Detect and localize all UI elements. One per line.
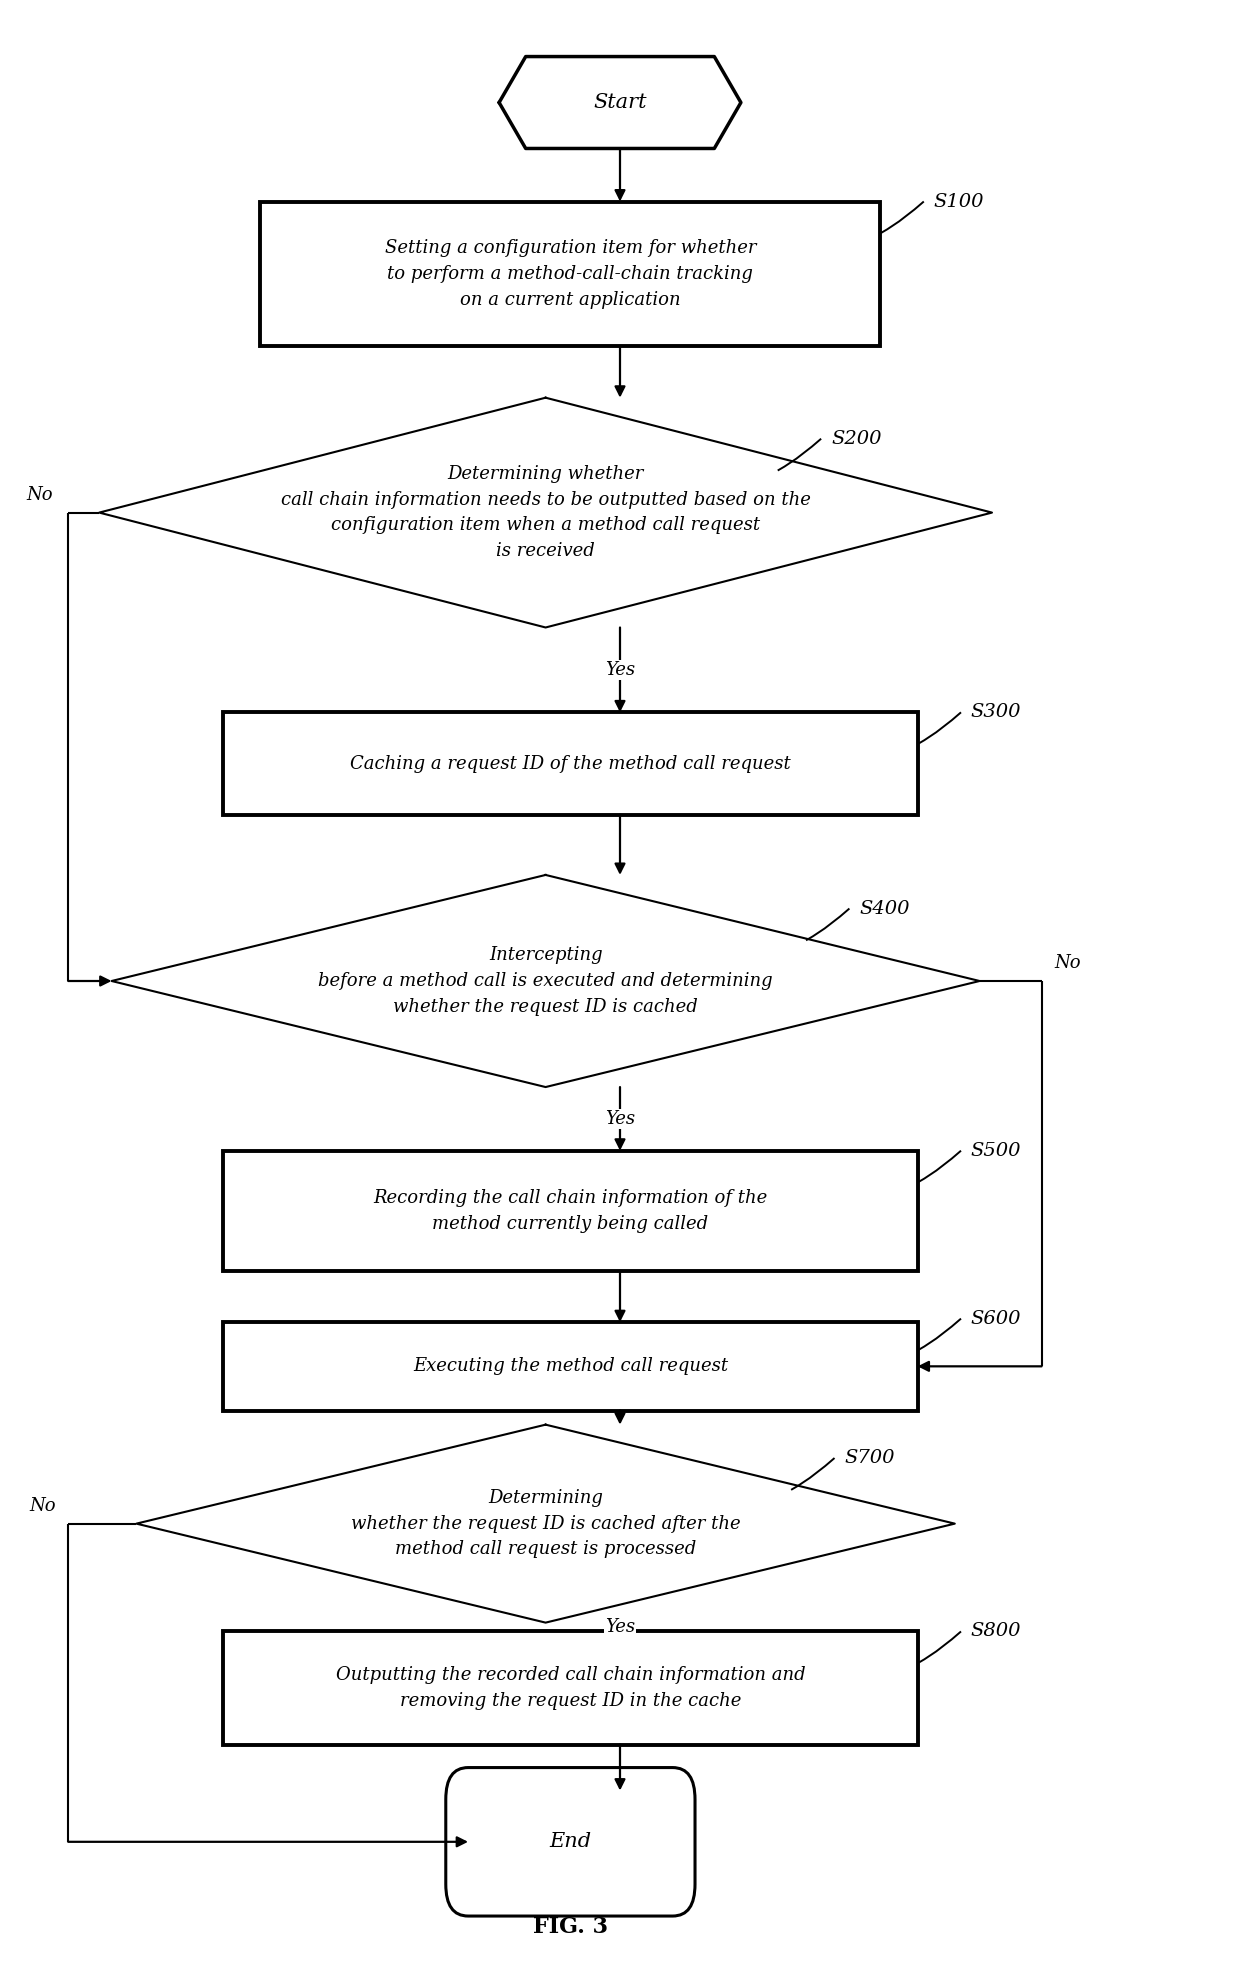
Text: S400: S400 (859, 899, 910, 918)
Text: Caching a request ID of the method call request: Caching a request ID of the method call … (350, 755, 791, 773)
Text: S800: S800 (971, 1623, 1022, 1640)
Bar (223, 1632, 918, 1744)
Bar (260, 202, 880, 347)
Text: Intercepting
before a method call is executed and determining
whether the reques: Intercepting before a method call is exe… (319, 946, 773, 1016)
Bar (223, 1150, 918, 1271)
Text: No: No (1054, 954, 1080, 971)
Text: Outputting the recorded call chain information and
removing the request ID in th: Outputting the recorded call chain infor… (336, 1666, 805, 1709)
Text: S200: S200 (831, 430, 882, 447)
Text: S600: S600 (971, 1309, 1022, 1328)
Bar (223, 1322, 918, 1411)
Text: FIG. 3: FIG. 3 (533, 1915, 608, 1938)
Bar (223, 712, 918, 814)
FancyBboxPatch shape (446, 1768, 694, 1917)
Text: S700: S700 (844, 1450, 895, 1468)
Text: Yes: Yes (605, 1619, 635, 1636)
Text: S300: S300 (971, 702, 1022, 722)
Text: Yes: Yes (605, 1110, 635, 1128)
Text: Executing the method call request: Executing the method call request (413, 1358, 728, 1375)
Text: Start: Start (593, 92, 647, 112)
Text: S100: S100 (934, 192, 985, 210)
Text: S500: S500 (971, 1142, 1022, 1160)
Text: Setting a configuration item for whether
to perform a method-call-chain tracking: Setting a configuration item for whether… (384, 239, 756, 308)
Text: No: No (30, 1497, 56, 1515)
Text: Determining whether
call chain information needs to be outputted based on the
co: Determining whether call chain informati… (280, 465, 811, 559)
Text: End: End (549, 1833, 591, 1852)
Text: Determining
whether the request ID is cached after the
method call request is pr: Determining whether the request ID is ca… (351, 1489, 740, 1558)
Text: Yes: Yes (605, 661, 635, 679)
Text: Recording the call chain information of the
method currently being called: Recording the call chain information of … (373, 1189, 768, 1232)
Text: No: No (27, 487, 53, 504)
